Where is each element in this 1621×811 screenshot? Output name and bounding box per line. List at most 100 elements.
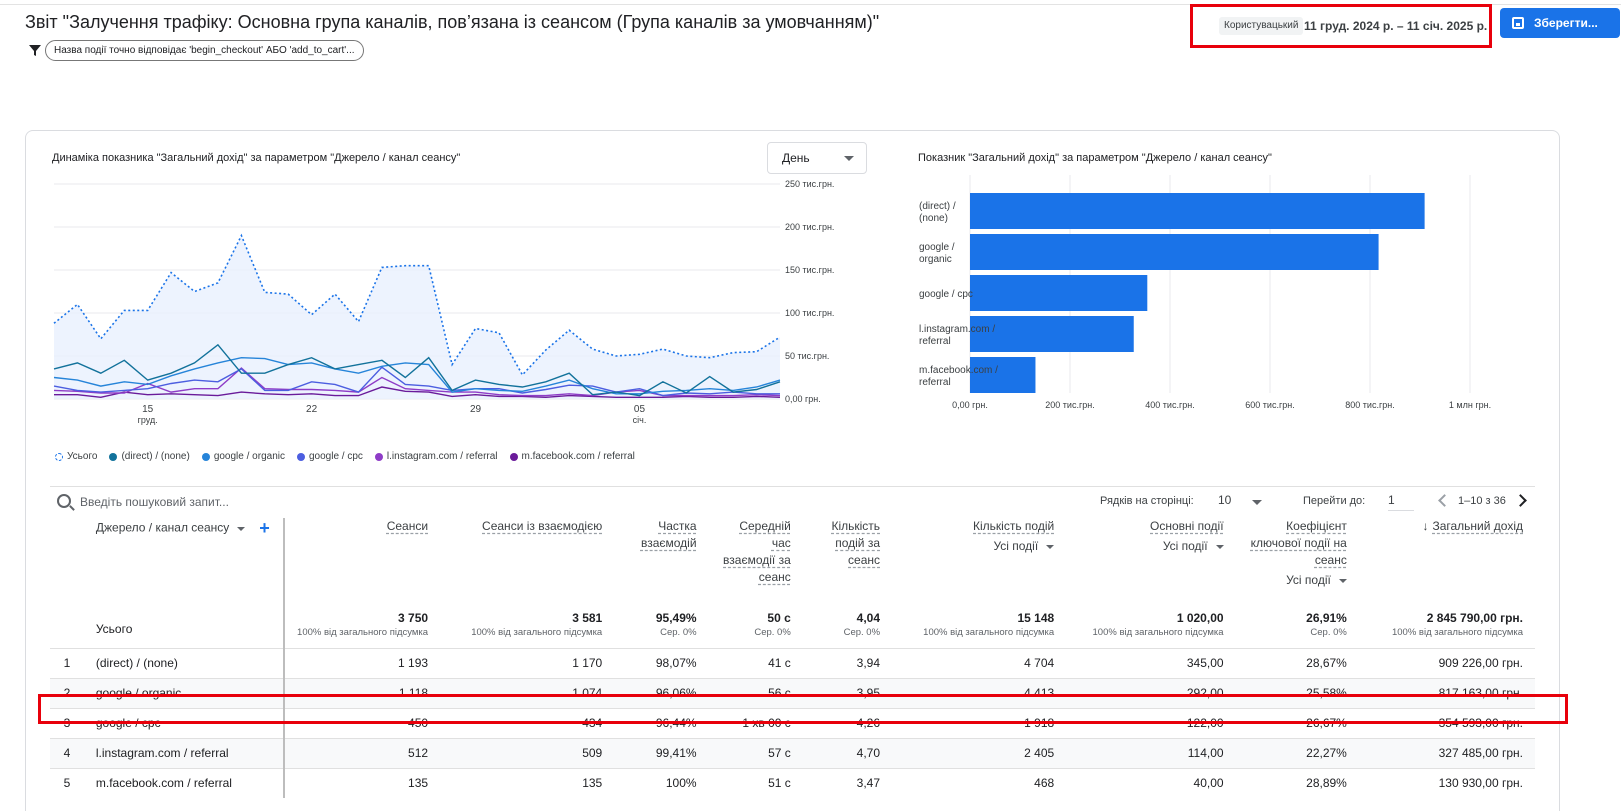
column-header[interactable]: Сеанси — [386, 519, 429, 533]
x-tick-label: 200 тис.грн. — [1045, 400, 1094, 410]
rows-per-page-select[interactable]: 10 — [1218, 493, 1268, 511]
legend-dot-icon — [55, 452, 63, 461]
date-range-picker[interactable]: 11 груд. 2024 р. – 11 січ. 2025 р. — [1304, 19, 1488, 33]
y-tick-label: 150 тис.грн. — [785, 265, 834, 275]
metric-cell: 1 170 — [440, 647, 615, 678]
column-header[interactable]: Кількість подій за сеанс — [831, 519, 881, 567]
table-row[interactable]: 2 google / organic 1 118 1 074 96,06% 56 с 3,9… — [50, 677, 1535, 708]
event-filter-select[interactable]: Усі події — [904, 539, 1055, 553]
legend-item[interactable]: l.instagram.com / referral — [374, 451, 498, 462]
dimension-cell[interactable]: google / cpc — [83, 707, 286, 738]
goto-page-input[interactable]: 1 — [1388, 493, 1414, 511]
legend-item[interactable]: google / cpc — [296, 451, 363, 462]
metric-cell: 3,94 — [802, 647, 893, 678]
x-tick-label: 15 — [142, 404, 154, 415]
legend-dot-icon — [201, 452, 210, 461]
legend-item[interactable]: m.facebook.com / referral — [509, 451, 635, 462]
x-tick-label: 0,00 грн. — [952, 400, 988, 410]
filter-icon[interactable] — [28, 43, 42, 57]
table-row[interactable]: 1 (direct) / (none) 1 193 1 170 98,07% 41 с 3,… — [50, 647, 1535, 678]
data-table: Джерело / канал сеансу + Сеанси Сеанси із… — [50, 518, 1535, 798]
row-index: 1 — [50, 647, 84, 678]
total-cell: 3 750 100% від загального підсумка — [297, 611, 429, 638]
column-header[interactable]: Основні події Усі події — [1066, 518, 1235, 606]
legend-label: (direct) / (none) — [121, 451, 190, 462]
table-row[interactable]: 4 l.instagram.com / referral 512 509 99,41% 5… — [50, 737, 1535, 768]
event-filter-select[interactable]: Усі події — [1248, 573, 1347, 587]
metric-cell: 468 — [892, 767, 1067, 798]
legend-dot-icon — [374, 452, 383, 461]
metric-cell: 100% — [614, 767, 709, 798]
metric-cell: 327 485,00 грн. — [1358, 737, 1535, 768]
y-tick-label: 250 тис.грн. — [785, 180, 834, 189]
metric-cell: 1 хв 00 с — [708, 707, 803, 738]
legend-item[interactable]: (direct) / (none) — [109, 451, 190, 462]
dimension-cell[interactable]: l.instagram.com / referral — [83, 737, 286, 768]
chevron-down-icon — [844, 156, 854, 161]
metric-cell: 1 918 — [892, 707, 1067, 738]
column-header[interactable]: Середній час взаємодії за сеанс — [723, 519, 791, 584]
metric-cell: 292,00 — [1066, 677, 1236, 708]
table-row[interactable]: 3 google / cpc 450 434 96,44% 1 хв 00 с 4,26 1 … — [50, 707, 1535, 738]
add-dimension-icon[interactable]: + — [259, 518, 270, 538]
date-type-label: Користувацький — [1219, 17, 1304, 35]
metric-cell: 99,41% — [614, 737, 709, 768]
search-input[interactable] — [80, 492, 480, 512]
save-button-label: Зберегти... — [1534, 16, 1598, 30]
column-header-sorted[interactable]: ↓ Загальний дохід — [1422, 519, 1523, 533]
save-button[interactable]: Зберегти... — [1500, 8, 1620, 38]
legend-item[interactable]: Усього — [55, 451, 97, 462]
metric-cell: 96,44% — [614, 707, 709, 738]
total-cell: 50 с Сер. 0% — [754, 611, 791, 638]
line-chart-title: Динаміка показника "Загальний дохід" за … — [52, 152, 461, 164]
metric-cell: 4,26 — [802, 707, 893, 738]
metric-cell: 56 с — [708, 677, 803, 708]
category-label: (none) — [919, 213, 948, 224]
dimension-cell[interactable]: google / organic — [83, 677, 286, 708]
granularity-select[interactable]: День — [767, 142, 867, 174]
bar — [970, 275, 1148, 311]
date-range-highlight — [1190, 4, 1492, 48]
y-tick-label: 0,00 грн. — [785, 394, 821, 404]
x-tick-label: 29 — [470, 404, 482, 415]
legend-dot-icon — [296, 452, 305, 461]
column-header[interactable]: Сеанси із взаємодією — [482, 519, 603, 533]
metric-cell: 130 930,00 грн. — [1358, 767, 1535, 798]
legend-label: Усього — [67, 451, 98, 462]
bar-chart: 0,00 грн. 200 тис.грн. 400 тис.грн. 600 тис… — [919, 175, 1491, 410]
metric-cell: 41 с — [708, 647, 803, 678]
column-header[interactable]: Частка взаємодій — [640, 519, 697, 550]
chevron-down-icon — [1338, 578, 1347, 583]
dimension-cell[interactable]: m.facebook.com / referral — [83, 767, 286, 798]
sort-desc-icon: ↓ — [1422, 519, 1429, 533]
y-tick-label: 50 тис.грн. — [785, 351, 829, 361]
legend-dot-icon — [109, 452, 118, 461]
metric-cell: 96,06% — [614, 677, 709, 708]
metric-cell: 1 193 — [284, 647, 441, 678]
chevron-down-icon[interactable] — [237, 526, 246, 531]
filter-chip[interactable]: Назва події точно відповідає 'begin_chec… — [45, 40, 364, 61]
x-tick-label: 600 тис.грн. — [1245, 400, 1294, 410]
goto-label: Перейти до: — [1303, 495, 1366, 507]
legend-item[interactable]: google / organic — [201, 451, 285, 462]
dimension-cell[interactable]: (direct) / (none) — [83, 647, 286, 678]
table-row[interactable]: 5 m.facebook.com / referral 135 135 100% 51 с… — [50, 767, 1535, 798]
column-header[interactable]: Коефіцієнт ключової події на сеанс Усі по… — [1236, 518, 1359, 606]
search-icon — [57, 494, 71, 508]
row-index: 2 — [50, 677, 84, 708]
metric-cell: 509 — [440, 737, 615, 768]
bar-chart-title: Показник "Загальний дохід" за параметром… — [918, 152, 1272, 164]
index-cell — [50, 606, 84, 648]
dimension-header[interactable]: Джерело / канал сеансу + — [83, 518, 286, 606]
bar — [970, 316, 1134, 352]
event-filter-select[interactable]: Усі події — [1078, 539, 1224, 553]
x-tick-label: 1 млн грн. — [1449, 400, 1491, 410]
metric-cell: 4 704 — [892, 647, 1067, 678]
rows-per-page-value: 10 — [1218, 493, 1232, 507]
legend-label: google / organic — [213, 451, 285, 462]
column-header[interactable]: Кількість подій Усі події — [892, 518, 1066, 606]
legend-label: m.facebook.com / referral — [521, 451, 635, 462]
metric-cell: 450 — [284, 707, 441, 738]
total-cell: 1 020,00 100% від загального підсумка — [1092, 611, 1224, 638]
x-tick-month: груд. — [138, 415, 158, 425]
